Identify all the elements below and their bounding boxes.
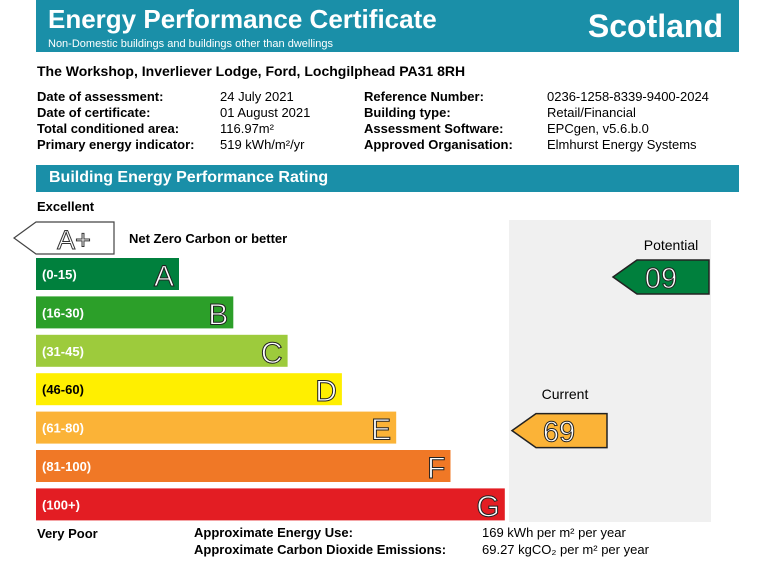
potential-rating-label: Potential bbox=[644, 237, 698, 253]
band-f-letter: F bbox=[427, 452, 445, 485]
current-rating-arrow bbox=[510, 412, 608, 449]
band-e-bar bbox=[36, 411, 397, 444]
potential-rating-marker: Potential 09 bbox=[611, 237, 710, 296]
band-f: (81-100) F bbox=[36, 450, 451, 486]
band-d-letter: D bbox=[315, 375, 337, 408]
band-g-letter: G bbox=[476, 490, 499, 523]
detail-label-primary-energy: Primary energy indicator: bbox=[37, 137, 195, 152]
detail-label-approved-organisation: Approved Organisation: bbox=[364, 137, 513, 152]
band-f-bar bbox=[36, 450, 451, 482]
band-e: (61-80) E bbox=[36, 411, 397, 447]
band-g: (100+) G bbox=[36, 488, 505, 524]
very-poor-label: Very Poor bbox=[37, 526, 98, 541]
band-a-range: (0-15) bbox=[42, 267, 77, 282]
band-d-bar bbox=[36, 373, 342, 406]
detail-value-primary-energy: 519 kWh/m²/yr bbox=[220, 137, 305, 152]
current-rating-marker: Current 69 bbox=[510, 386, 608, 449]
band-f-range: (81-100) bbox=[42, 459, 91, 474]
property-address: The Workshop, Inverliever Lodge, Ford, L… bbox=[37, 63, 466, 79]
certificate-title: Energy Performance Certificate bbox=[48, 4, 437, 34]
band-b-letter: B bbox=[208, 298, 228, 331]
detail-label-certificate-date: Date of certificate: bbox=[37, 105, 151, 120]
band-d: (46-60) D bbox=[36, 373, 342, 409]
excellent-label: Excellent bbox=[37, 199, 95, 214]
co2-emissions-label: Approximate Carbon Dioxide Emissions: bbox=[194, 542, 447, 557]
band-c-range: (31-45) bbox=[42, 344, 84, 359]
band-e-range: (61-80) bbox=[42, 421, 84, 436]
band-aplus: A+ Net Zero Carbon or better bbox=[12, 221, 287, 256]
detail-label-conditioned-area: Total conditioned area: bbox=[37, 121, 180, 136]
band-b: (16-30) B bbox=[36, 296, 234, 332]
detail-label-assessment-software: Assessment Software: bbox=[364, 121, 504, 136]
detail-value-building-type: Retail/Financial bbox=[547, 105, 636, 120]
detail-value-assessment-software: EPCgen, v5.6.b.0 bbox=[547, 121, 649, 136]
detail-value-approved-organisation: Elmhurst Energy Systems bbox=[547, 137, 697, 152]
current-rating-value: 69 bbox=[543, 417, 575, 449]
band-a-bar bbox=[36, 258, 179, 290]
detail-label-assessment-date: Date of assessment: bbox=[37, 89, 164, 104]
detail-value-certificate-date: 01 August 2021 bbox=[220, 105, 311, 120]
band-aplus-letter: A+ bbox=[57, 225, 91, 255]
band-g-range: (100+) bbox=[42, 497, 80, 512]
potential-rating-arrow bbox=[611, 259, 710, 295]
energy-use-label: Approximate Energy Use: bbox=[194, 525, 353, 540]
co2-emissions-value: 69.27 kgCO₂ per m² per year bbox=[482, 542, 649, 557]
band-c-letter: C bbox=[261, 337, 283, 370]
band-b-range: (16-30) bbox=[42, 305, 84, 320]
detail-label-reference-number: Reference Number: bbox=[364, 89, 484, 104]
rating-section-title: Building Energy Performance Rating bbox=[49, 169, 329, 186]
rating-section-header: Building Energy Performance Rating bbox=[36, 165, 739, 192]
band-d-range: (46-60) bbox=[42, 382, 84, 397]
detail-value-conditioned-area: 116.97m² bbox=[220, 121, 274, 136]
region-label: Scotland bbox=[587, 8, 723, 44]
certificate-header: Energy Performance Certificate Non-Domes… bbox=[36, 0, 739, 52]
band-aplus-arrow bbox=[12, 221, 115, 255]
band-c: (31-45) C bbox=[36, 334, 288, 370]
band-c-bar bbox=[36, 334, 288, 367]
energy-use-value: 169 kWh per m² per year bbox=[482, 525, 626, 540]
band-g-bar bbox=[36, 488, 505, 521]
detail-value-reference-number: 0236-1258-8339-9400-2024 bbox=[547, 89, 709, 104]
band-a-letter: A bbox=[154, 260, 174, 293]
potential-rating-value: 09 bbox=[645, 263, 677, 295]
band-aplus-note: Net Zero Carbon or better bbox=[129, 231, 287, 246]
certificate-subtitle: Non-Domestic buildings and buildings oth… bbox=[48, 38, 333, 50]
current-rating-label: Current bbox=[542, 386, 589, 402]
band-a: (0-15) A bbox=[36, 258, 179, 294]
detail-label-building-type: Building type: bbox=[364, 105, 451, 120]
band-b-bar bbox=[36, 296, 234, 329]
detail-value-assessment-date: 24 July 2021 bbox=[220, 89, 294, 104]
band-e-letter: E bbox=[371, 414, 391, 447]
